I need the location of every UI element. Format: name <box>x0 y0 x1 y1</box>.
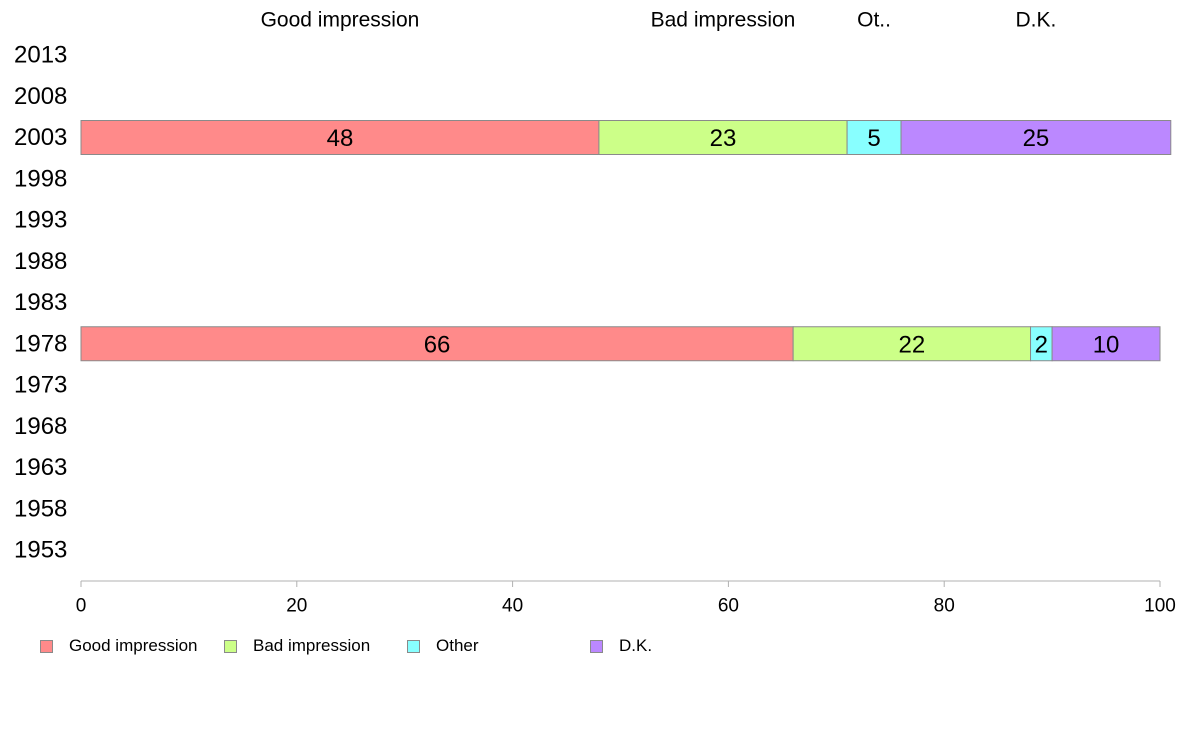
legend-label-good-impression: Good impression <box>69 636 198 655</box>
x-tick-label-40: 40 <box>502 596 523 617</box>
data-label-d-k-1978: 10 <box>1093 331 1120 358</box>
bar-segment-bad-impression-2003 <box>598 120 848 155</box>
legend-item-bad-impression: Bad impression <box>224 636 370 656</box>
legend-label-other: Other <box>436 636 479 655</box>
column-header-d-k: D.K. <box>1015 9 1056 32</box>
data-label-bad-impression-1978: 22 <box>898 331 925 358</box>
data-label-d-k-2003: 25 <box>1023 125 1050 152</box>
x-tick-label-60: 60 <box>718 596 739 617</box>
data-label-bad-impression-2003: 23 <box>710 125 737 152</box>
category-label-1973: 1973 <box>14 372 67 399</box>
column-header-good-impression: Good impression <box>261 9 420 32</box>
legend-swatch-other <box>407 639 420 653</box>
bar-segment-other-2003 <box>846 120 902 155</box>
legend: Good impression Bad impression Other D.K… <box>40 636 700 656</box>
legend-swatch-bad-impression <box>224 639 237 653</box>
bar-segment-bad-impression-1978 <box>792 326 1032 362</box>
x-tick-label-0: 0 <box>76 596 87 617</box>
category-label-1958: 1958 <box>14 495 67 522</box>
category-label-1988: 1988 <box>14 248 67 275</box>
legend-item-good-impression: Good impression <box>40 636 198 656</box>
x-tick-label-100: 100 <box>1144 596 1176 617</box>
legend-swatch-dk <box>590 639 603 653</box>
column-header-ot: Ot.. <box>857 9 891 32</box>
category-label-2008: 2008 <box>14 83 67 110</box>
category-label-1953: 1953 <box>14 537 67 564</box>
bar-segment-good-impression-1978 <box>80 326 794 362</box>
x-tick-label-80: 80 <box>934 596 955 617</box>
category-label-1983: 1983 <box>14 289 67 316</box>
x-tick-label-20: 20 <box>286 596 307 617</box>
category-label-1968: 1968 <box>14 413 67 440</box>
legend-swatch-good-impression <box>40 639 53 653</box>
bar-segment-d-k-2003 <box>900 120 1172 155</box>
data-label-other-2003: 5 <box>867 125 880 152</box>
category-label-1963: 1963 <box>14 454 67 481</box>
bar-segment-good-impression-2003 <box>80 120 600 155</box>
category-label-2003: 2003 <box>14 124 67 151</box>
legend-label-dk: D.K. <box>619 636 653 655</box>
category-label-2013: 2013 <box>14 42 67 69</box>
legend-label-bad-impression: Bad impression <box>253 636 371 655</box>
legend-item-dk: D.K. <box>590 636 652 656</box>
data-label-good-impression-1978: 66 <box>424 331 451 358</box>
data-label-other-1978: 2 <box>1035 331 1048 358</box>
legend-item-other: Other <box>407 636 479 656</box>
bar-segment-d-k-1978 <box>1051 326 1161 362</box>
category-label-1993: 1993 <box>14 207 67 234</box>
data-label-good-impression-2003: 48 <box>327 125 354 152</box>
column-header-bad-impression: Bad impression <box>651 9 796 32</box>
category-label-1978: 1978 <box>14 330 67 357</box>
category-label-1998: 1998 <box>14 165 67 192</box>
